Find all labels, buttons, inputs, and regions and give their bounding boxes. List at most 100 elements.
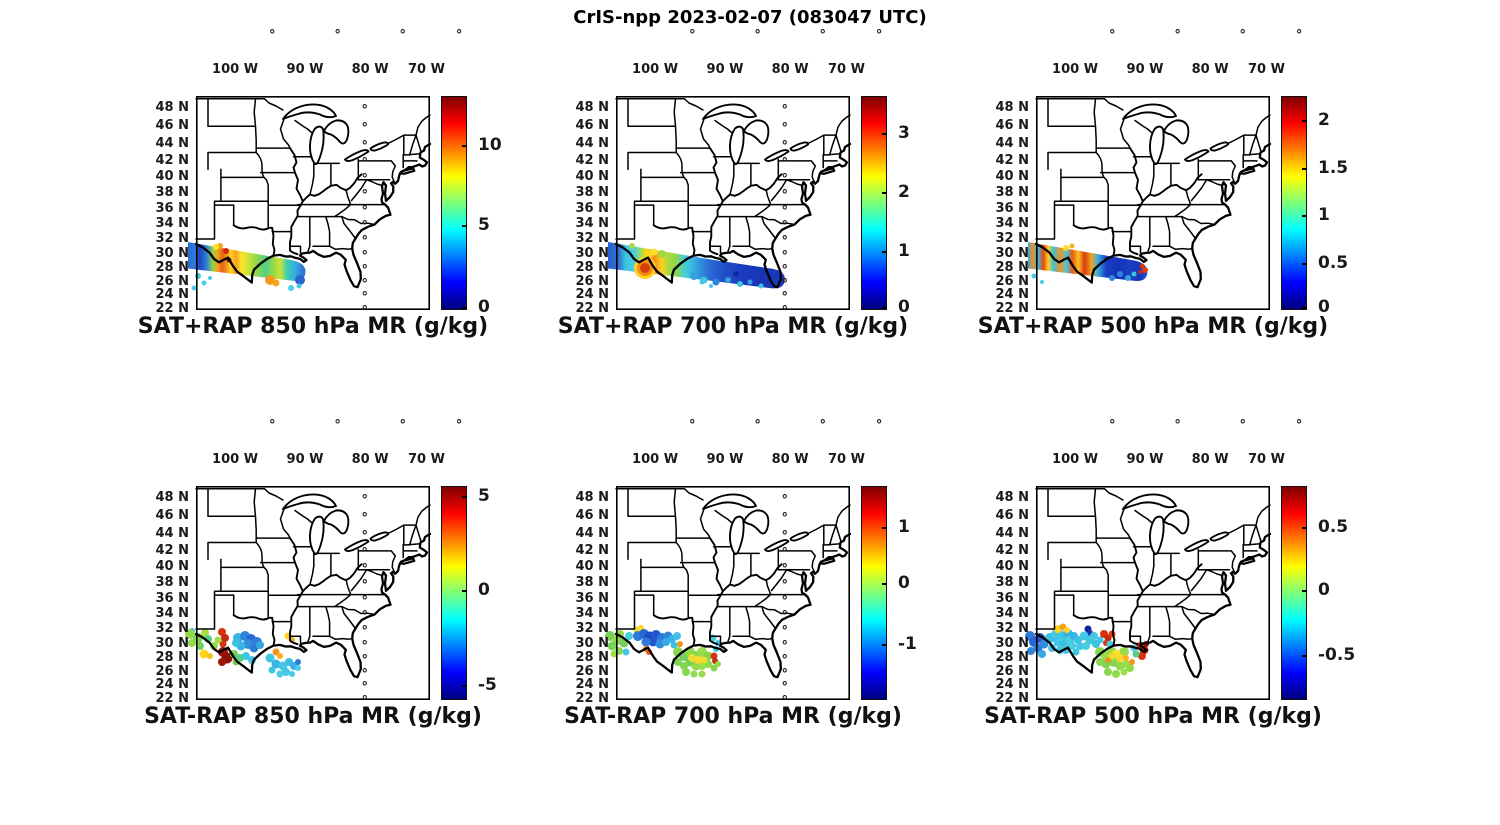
swath-detail-spot <box>223 248 229 254</box>
y-tick-label: 46° N <box>155 508 190 524</box>
x-tick-label: 70 ° W <box>393 418 462 467</box>
colorbar-tick-label: -0.5 <box>1318 644 1356 665</box>
axes-frame <box>1036 486 1270 700</box>
colorbar-tick-label: 1.5 <box>1318 157 1349 178</box>
y-tick-label: 48° N <box>155 490 190 506</box>
y-tick-label: 44° N <box>361 525 610 544</box>
degree-symbol: ° <box>1295 28 1303 43</box>
y-tick-label: 28° N <box>781 259 1030 278</box>
degree-symbol: ° <box>455 28 463 43</box>
retrieval-footprint-dot <box>256 641 264 649</box>
retrieval-footprint-dot <box>1123 655 1129 661</box>
degree-symbol: ° <box>1108 28 1116 43</box>
retrieval-footprint-dot <box>272 648 280 656</box>
y-tick-label: 26° N <box>781 663 1030 682</box>
y-tick-label: 36° N <box>361 590 610 609</box>
colorbar-tick-label: 2 <box>898 181 910 202</box>
colorbar: 0.5 0 -0.5 <box>1281 486 1355 700</box>
y-tick-label: 36° N <box>155 590 190 606</box>
degree-symbol: ° <box>361 303 369 319</box>
x-tick-label: 70 ° W <box>813 28 882 77</box>
y-tick-label: 40° N <box>361 559 610 578</box>
retrieval-footprint-dot <box>276 670 284 678</box>
y-tick-label: 44° N <box>361 135 610 154</box>
degree-symbol: ° <box>361 652 369 668</box>
x-tick-label: 80 ° W <box>337 418 406 467</box>
retrieval-footprint-dot <box>1105 657 1111 663</box>
axes-frame <box>616 96 850 310</box>
y-tick-label: 26° N <box>781 273 1030 292</box>
colorbar-gradient <box>441 486 467 700</box>
y-tick-label: 36° N <box>155 200 190 216</box>
retrieval-footprint-dot <box>199 649 209 659</box>
degree-symbol: ° <box>781 623 789 639</box>
y-tick-label: 22° N <box>781 690 1030 709</box>
colorbar-tick-mark <box>882 250 887 253</box>
y-tick-label: 22° N <box>155 690 190 706</box>
data-swath <box>1028 242 1148 284</box>
retrieval-footprint-dot <box>625 632 633 640</box>
panel-title: SAT+RAP 700 hPa MR (g/kg) <box>557 314 909 339</box>
y-tick-label: 34° N <box>361 606 610 625</box>
retrieval-footprint-dot <box>1132 650 1140 658</box>
y-tick-label: 22° N <box>781 300 1030 319</box>
y-tick-label: 42° N <box>781 542 1030 561</box>
y-tick-label: 26° N <box>361 273 610 292</box>
y-tick-label: 46° N <box>155 118 190 134</box>
y-tick-label: 30° N <box>781 245 1030 264</box>
degree-symbol: ° <box>781 652 789 668</box>
swath-detail-spot <box>690 272 698 280</box>
swath-detail-spot <box>1139 263 1145 269</box>
map-plot <box>185 486 432 700</box>
y-tick-label: 48° N <box>781 490 1030 509</box>
swath-detail-spot <box>1109 275 1115 281</box>
swath-detail-spot <box>201 280 207 286</box>
retrieval-footprint-dot <box>607 641 617 651</box>
colorbar-tick-mark <box>462 144 467 147</box>
colorbar-tick-label: 3 <box>898 123 910 144</box>
axes-frame <box>1036 96 1270 310</box>
retrieval-footprint-dot <box>670 641 678 649</box>
degree-symbol: ° <box>361 578 369 594</box>
degree-symbol: ° <box>1239 28 1246 43</box>
x-tick-label: 70 ° W <box>1233 418 1302 467</box>
y-tick-label: 42° N <box>155 152 190 168</box>
map-panel-sat-plus-rap-500: 100 ° W 90 ° W 80 ° W 70 ° W 48 ° N 46 ° N 44 ° N 42 °… <box>782 28 1349 339</box>
colorbar-gradient <box>1281 96 1307 310</box>
satellite-swath-band <box>188 242 306 281</box>
y-tick-label: 36° N <box>361 200 610 219</box>
data-swath <box>605 625 721 678</box>
retrieval-footprint-dot <box>610 650 618 658</box>
colorbar-tick-mark <box>1302 654 1307 657</box>
retrieval-footprint-dot <box>698 670 706 678</box>
degree-symbol: ° <box>875 28 883 43</box>
colorbar: 1 0 -1 <box>861 486 917 700</box>
swath-detail-spot <box>208 276 212 280</box>
y-tick-label: 44° N <box>155 525 190 541</box>
swath-detail-spot <box>213 244 219 250</box>
y-tick-label: 38° N <box>781 185 1030 204</box>
colorbar-tick-label: 0.5 <box>1318 516 1349 537</box>
swath-detail-spot <box>650 248 658 256</box>
y-tick-label: 24° N <box>361 287 610 306</box>
colorbar-gradient <box>441 96 467 310</box>
degree-symbol: ° <box>781 138 789 154</box>
retrieval-footprint-dot <box>218 658 226 666</box>
swath-detail-spot <box>265 275 275 285</box>
y-tick-label: 40° N <box>781 559 1030 578</box>
colorbar-tick-mark <box>462 306 467 309</box>
colorbar-tick-label: -5 <box>478 675 497 696</box>
degree-symbol: ° <box>1295 418 1303 433</box>
colorbar-tick-label: 0 <box>478 579 490 600</box>
x-tick-label: 70 ° W <box>393 28 462 77</box>
y-tick-label: 40° N <box>155 559 190 575</box>
y-tick-label: 24° N <box>361 677 610 696</box>
degree-symbol: ° <box>361 638 369 654</box>
y-tick-label: 34° N <box>155 216 190 232</box>
degree-symbol: ° <box>361 248 369 264</box>
map-panel-sat-minus-rap-500: 100 ° W 90 ° W 80 ° W 70 ° W 48 ° N 46 ° N 44 ° N 42 °… <box>782 418 1356 729</box>
retrieval-footprint-dot <box>268 666 276 674</box>
degree-symbol: ° <box>875 418 883 433</box>
colorbar-tick-mark <box>882 306 887 309</box>
